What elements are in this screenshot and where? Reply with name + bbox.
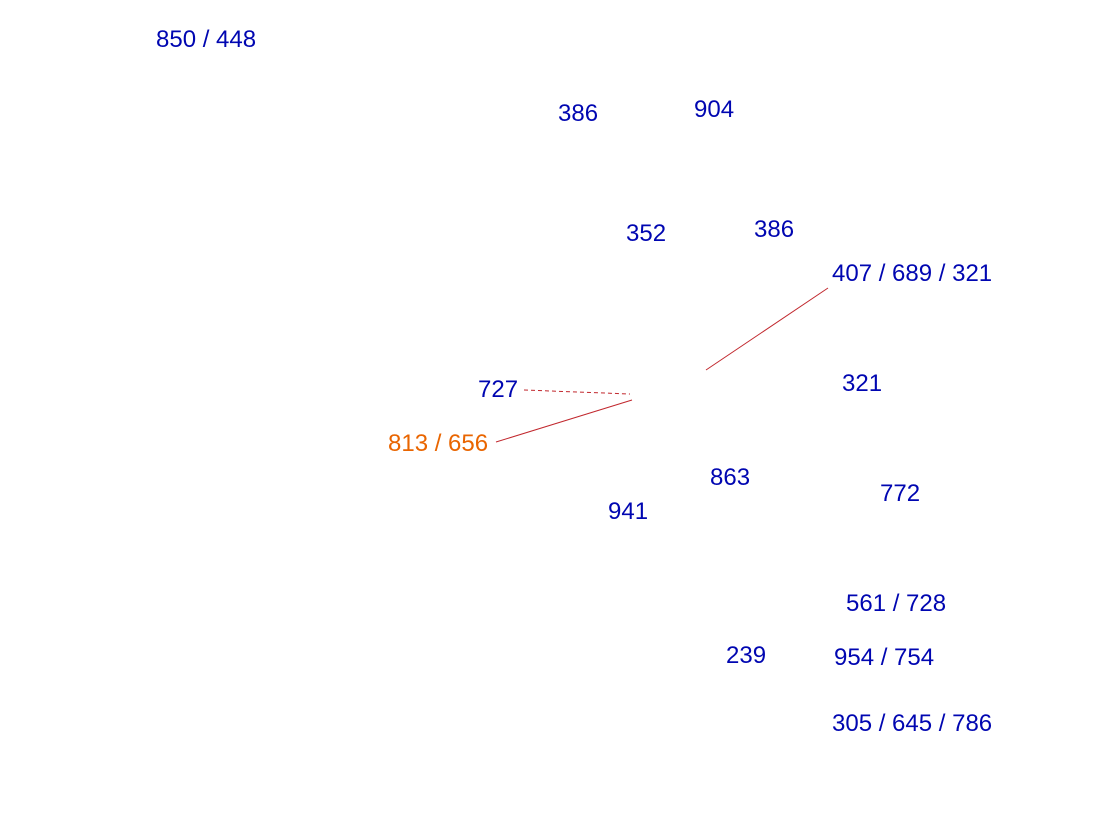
node-n772: 772 (880, 480, 920, 508)
edge-2 (706, 288, 828, 370)
node-n941: 941 (608, 498, 648, 526)
node-n239: 239 (726, 642, 766, 670)
node-n386a: 386 (558, 100, 598, 128)
diagram-canvas: 850 / 448 386 904 352 386 407 / 689 / 321 727 8… (0, 0, 1100, 816)
node-n352: 352 (626, 220, 666, 248)
edge-0 (524, 390, 630, 394)
node-n727: 727 (478, 376, 518, 404)
node-n321: 321 (842, 370, 882, 398)
node-n386b: 386 (754, 216, 794, 244)
edge-1 (496, 400, 632, 442)
node-n407: 407 / 689 / 321 (832, 260, 992, 288)
node-n850_448: 850 / 448 (156, 26, 256, 54)
node-n904: 904 (694, 96, 734, 124)
node-n863: 863 (710, 464, 750, 492)
node-n305: 305 / 645 / 786 (832, 710, 992, 738)
node-n954_754: 954 / 754 (834, 644, 934, 672)
node-n561_728: 561 / 728 (846, 590, 946, 618)
edges-layer (0, 0, 1100, 816)
node-n813_656: 813 / 656 (388, 430, 488, 458)
